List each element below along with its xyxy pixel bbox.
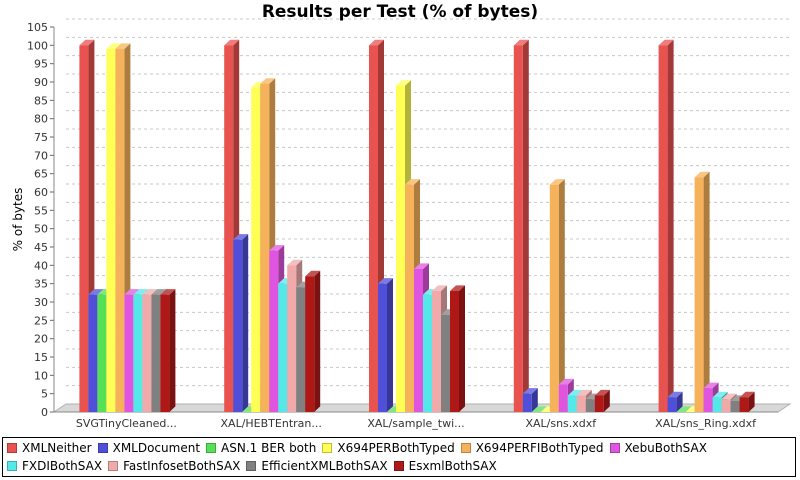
bar xyxy=(549,179,565,412)
y-tick-label: 50 xyxy=(34,223,48,236)
chart-title: Results per Test (% of bytes) xyxy=(261,2,539,22)
bar xyxy=(667,391,683,412)
legend-swatch xyxy=(246,461,257,471)
y-tick-label: 0 xyxy=(41,406,48,419)
y-tick-label: 75 xyxy=(34,131,48,144)
bar xyxy=(522,388,538,412)
x-tick-label: SVGTinyCleaned... xyxy=(76,417,177,430)
y-tick-label: 20 xyxy=(34,333,48,346)
bar xyxy=(739,391,755,412)
y-tick-label: 70 xyxy=(34,149,48,162)
legend-swatch xyxy=(7,443,17,453)
y-tick-label: 10 xyxy=(34,369,48,382)
legend-label: XMLDocument xyxy=(112,441,201,455)
y-tick-label: 5 xyxy=(41,388,48,401)
legend-swatch xyxy=(460,443,471,453)
legend-swatch xyxy=(609,443,620,453)
y-axis-label: % of bytes xyxy=(11,188,25,252)
legend-item: FastInfosetBothSAX xyxy=(108,457,240,475)
legend-swatch xyxy=(7,461,17,471)
y-tick-label: 35 xyxy=(34,278,48,291)
y-tick-label: 55 xyxy=(34,204,48,217)
bar xyxy=(233,234,249,412)
y-tick-label: 60 xyxy=(34,186,48,199)
y-tick-label: 85 xyxy=(34,94,48,107)
legend-item: EsxmlBothSAX xyxy=(393,457,497,475)
legend: XMLNeither XMLDocument ASN.1 BER both X694P… xyxy=(2,437,796,477)
legend-label: X694PERBothTyped xyxy=(337,441,455,455)
legend-label: XMLNeither xyxy=(22,441,92,455)
y-tick-label: 30 xyxy=(34,296,48,309)
x-tick-label: XAL/sample_twi... xyxy=(367,417,464,430)
legend-label: EsxmlBothSAX xyxy=(408,459,497,473)
bar xyxy=(160,289,176,412)
bar xyxy=(378,278,393,412)
bars xyxy=(79,39,755,413)
legend-swatch xyxy=(206,443,217,453)
y-tick-label: 40 xyxy=(34,259,48,272)
y-tick-label: 80 xyxy=(34,113,48,126)
y-tick-label: 25 xyxy=(34,314,48,327)
legend-item: FXDIBothSAX xyxy=(7,457,102,475)
legend-swatch xyxy=(322,443,333,453)
legend-label: X694PERFIBothTyped xyxy=(475,441,604,455)
legend-swatch xyxy=(97,443,108,453)
legend-item: ASN.1 BER both xyxy=(206,439,316,457)
bar xyxy=(658,39,674,412)
bar xyxy=(531,406,547,412)
y-tick-label: 65 xyxy=(34,168,48,181)
y-tick-label: 90 xyxy=(34,76,48,89)
bar xyxy=(450,285,465,412)
chart: 0 5 10 15 20 25 30 35 40 45 50 55 60 65 70 75 80 85 90 95 10… xyxy=(11,18,792,430)
bar xyxy=(513,39,529,412)
x-tick-label: XAL/sns.xdxf xyxy=(525,417,597,430)
legend-item: XMLDocument xyxy=(97,439,201,457)
legend-label: EfficientXMLBothSAX xyxy=(261,459,388,473)
legend-item: X694PERBothTyped xyxy=(322,439,455,457)
legend-item: XMLNeither xyxy=(7,439,92,457)
y-tick-label: 45 xyxy=(34,241,48,254)
x-tick-label: XAL/sns_Ring.xdxf xyxy=(655,417,757,430)
legend-label: FXDIBothSAX xyxy=(22,459,103,473)
legend-label: FastInfosetBothSAX xyxy=(123,459,241,473)
bar xyxy=(676,406,692,412)
legend-item: X694PERFIBothTyped xyxy=(460,439,604,457)
y-tick-label: 15 xyxy=(34,351,48,364)
y-tick-label: 105 xyxy=(27,21,48,34)
bar xyxy=(594,389,610,412)
x-tick-label: XAL/HEBTEntran... xyxy=(221,417,322,430)
bar xyxy=(305,270,321,412)
legend-swatch xyxy=(108,461,119,471)
bar xyxy=(694,171,710,412)
legend-item: EfficientXMLBothSAX xyxy=(246,457,388,475)
legend-label: XebuBothSAX xyxy=(624,441,707,455)
legend-swatch xyxy=(393,461,404,471)
axis-labels: 0 5 10 15 20 25 30 35 40 45 50 55 60 65 70 75 80 85 90 95 10… xyxy=(11,21,757,430)
y-tick-label: 100 xyxy=(27,39,48,52)
y-tick-label: 95 xyxy=(34,58,48,71)
legend-item: XebuBothSAX xyxy=(609,439,707,457)
legend-label: ASN.1 BER both xyxy=(221,441,317,455)
